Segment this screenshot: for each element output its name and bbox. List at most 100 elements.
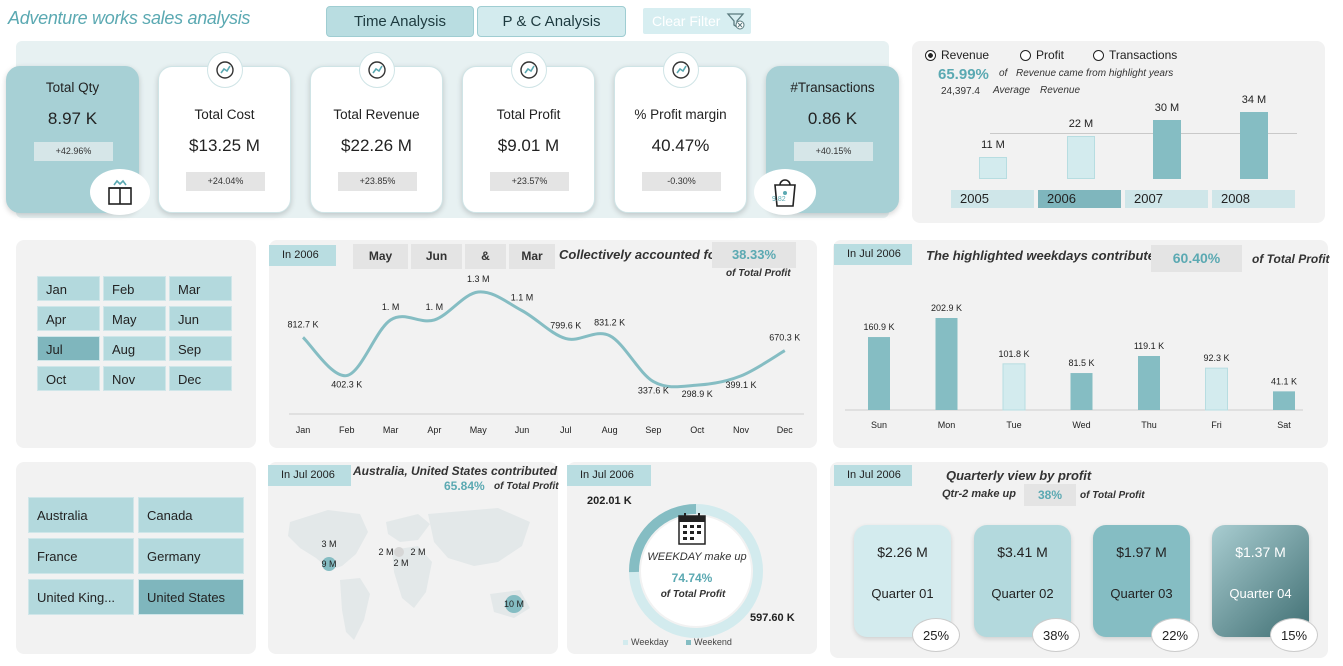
- kpi-change: +24.04%: [186, 172, 265, 191]
- year-bar-2005[interactable]: [979, 157, 1007, 179]
- month-slicer-mar[interactable]: Mar: [169, 276, 232, 301]
- month-tick-label: Nov: [733, 425, 750, 435]
- year-slicer-2008[interactable]: 2008: [1212, 190, 1295, 208]
- donut-center: [641, 516, 751, 626]
- weekday-tick-label: Wed: [1072, 420, 1090, 430]
- quarter-label: Quarter 02: [991, 586, 1054, 601]
- weekday-bar-mon[interactable]: [935, 318, 958, 410]
- weekday-donut-chart: [629, 504, 763, 638]
- year-slicer-2005[interactable]: 2005: [951, 190, 1034, 208]
- map-caption: Australia, United States contributed: [353, 464, 558, 478]
- quarter-label: Quarter 03: [1110, 586, 1173, 601]
- weekday-sub: of Total Profit: [1252, 252, 1330, 266]
- line-point-label: 298.9 K: [682, 389, 713, 399]
- monthly-profit-panel: [269, 240, 817, 448]
- kpi-label: #Transactions: [790, 80, 875, 95]
- country-slicer-item[interactable]: United King...: [28, 579, 134, 615]
- month-slicer-jun[interactable]: Jun: [169, 306, 232, 331]
- country-slicer-item[interactable]: Canada: [138, 497, 244, 533]
- weekday-bar-label: 81.5 K: [1068, 358, 1094, 368]
- quarter-pct-badge: 22%: [1151, 618, 1199, 652]
- month-slicer-jul[interactable]: Jul: [37, 336, 100, 361]
- monthly-sub: of Total Profit: [726, 268, 791, 279]
- year-bar-label: 30 M: [1154, 101, 1180, 114]
- quarter-pct-badge: 38%: [1032, 618, 1080, 652]
- year-bar-2006[interactable]: [1067, 135, 1095, 179]
- weekday-bar-thu[interactable]: [1138, 355, 1160, 410]
- month-tick-label: Feb: [339, 425, 355, 435]
- calendar-icon: [677, 510, 707, 546]
- highlight-pct: 65.99%: [938, 66, 989, 83]
- year-bar-2008[interactable]: [1240, 112, 1268, 179]
- country-slicer-item[interactable]: Germany: [138, 538, 244, 574]
- weekday-tick-label: Thu: [1141, 420, 1157, 430]
- quarter-sub2: of Total Profit: [1080, 490, 1145, 501]
- kpi-card-4: Total Profit $9.01 M +23.57%: [462, 66, 595, 213]
- month-slicer-nov[interactable]: Nov: [103, 366, 166, 391]
- money-graph-icon: [359, 52, 395, 88]
- monthly-profit-line: [301, 290, 786, 389]
- weekday-bar-sun[interactable]: [868, 337, 890, 410]
- month-slicer-apr[interactable]: Apr: [37, 306, 100, 331]
- country-slicer-item[interactable]: Australia: [28, 497, 134, 533]
- year-slicer-2007[interactable]: 2007: [1125, 190, 1208, 208]
- month-slicer-may[interactable]: May: [103, 306, 166, 331]
- weekday-tick-label: Fri: [1211, 420, 1222, 430]
- weekday-bar-tue[interactable]: [1002, 363, 1026, 411]
- line-point-label: 1.3 M: [467, 274, 490, 284]
- map-pct: 65.84%: [444, 479, 485, 493]
- line-point-label: 812.7 K: [287, 319, 318, 329]
- radio-circle: [1093, 49, 1104, 61]
- year-slicer-2006[interactable]: 2006: [1038, 190, 1121, 208]
- radio-profit[interactable]: Profit: [1020, 48, 1064, 62]
- map-sub: of Total Profit: [494, 481, 559, 492]
- radio-circle: [925, 49, 936, 61]
- month-slicer-sep[interactable]: Sep: [169, 336, 232, 361]
- map-bubble-us: [322, 557, 336, 571]
- map-label-6: 10 M: [503, 599, 524, 609]
- month-slicer-feb[interactable]: Feb: [103, 276, 166, 301]
- growth-chart-icon: [511, 52, 547, 88]
- radio-label: Profit: [1036, 48, 1065, 62]
- quarter-sub1: Qtr-2 make up: [942, 488, 1016, 500]
- radio-transactions[interactable]: Transactions: [1093, 48, 1177, 62]
- clear-filter-button[interactable]: Clear Filter: [643, 8, 751, 34]
- weekday-caption: The highlighted weekdays contributed: [926, 248, 1163, 263]
- month-slicer-oct[interactable]: Oct: [37, 366, 100, 391]
- radio-revenue[interactable]: Revenue: [925, 48, 989, 62]
- kpi-value: 40.47%: [651, 136, 710, 155]
- weekday-bar-sat[interactable]: [1273, 391, 1295, 410]
- legend-weekend-label: Weekend: [694, 637, 732, 647]
- average-metric: Revenue: [1040, 85, 1081, 96]
- kpi-change: -0.30%: [642, 172, 721, 191]
- kpi-change: +23.57%: [490, 172, 569, 191]
- quarter-value: $2.26 M: [877, 544, 928, 560]
- pc-analysis-button[interactable]: P & C Analysis: [477, 6, 626, 37]
- weekday-bar-wed[interactable]: [1070, 373, 1093, 410]
- month-slicer-aug[interactable]: Aug: [103, 336, 166, 361]
- weekday-tick-label: Tue: [1006, 420, 1021, 430]
- time-analysis-button[interactable]: Time Analysis: [326, 6, 474, 37]
- monthly-year-tag: In 2006: [269, 245, 336, 266]
- country-slicer-item[interactable]: France: [28, 538, 134, 574]
- donut-slice-weekend[interactable]: [629, 504, 697, 573]
- filter-clear-icon: [726, 13, 745, 30]
- map-label-3: 2 M: [378, 547, 394, 557]
- average-value: 24,397.4: [941, 86, 980, 97]
- kpi-value: 0.86 K: [807, 109, 858, 128]
- quarter-pct: 38%: [1024, 484, 1076, 506]
- country-slicer-item[interactable]: United States: [138, 579, 244, 615]
- donut-slice-weekday[interactable]: [629, 504, 763, 638]
- kpi-value: $9.01 M: [497, 136, 560, 155]
- pick-1: May: [353, 244, 408, 269]
- month-slicer-dec[interactable]: Dec: [169, 366, 232, 391]
- line-point-label: 402.3 K: [331, 380, 362, 390]
- kpi-change: +42.96%: [34, 142, 113, 161]
- year-bar-2007[interactable]: [1153, 119, 1181, 179]
- legend-weekday-label: Weekday: [631, 637, 669, 647]
- weekday-bar-label: 92.3 K: [1203, 353, 1229, 363]
- map-label-2: 9 M: [321, 559, 337, 569]
- weekday-bar-fri[interactable]: [1205, 367, 1228, 411]
- weekday-panel: [833, 240, 1328, 448]
- month-slicer-jan[interactable]: Jan: [37, 276, 100, 301]
